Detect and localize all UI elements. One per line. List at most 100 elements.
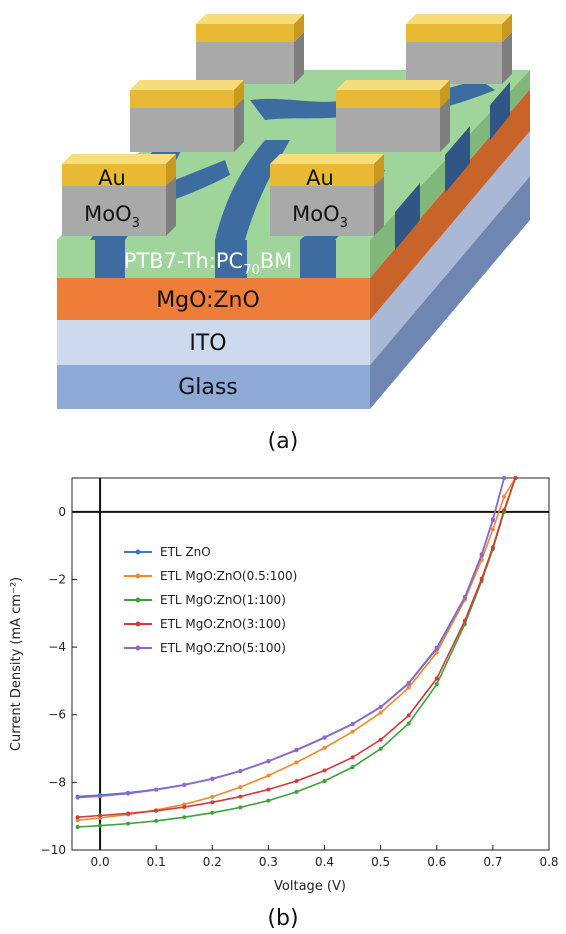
series-point [98,823,103,828]
series-point [490,518,495,523]
electrode-mid-left [130,80,244,152]
series-point [126,821,131,826]
legend-label: ETL MgO:ZnO(5:100) [160,641,286,655]
series-point [294,748,299,753]
series-point [462,596,467,601]
legend-label: ETL ZnO [160,545,211,559]
series-point [294,789,299,794]
x-tick-label: 0.7 [483,855,502,869]
legend-label: ETL MgO:ZnO(0.5:100) [160,569,297,583]
x-tick-label: 0.1 [147,855,166,869]
etl-layer [57,278,370,320]
active-blue-domain [215,240,247,278]
series-point [322,779,327,784]
active-label-sub: 70 [243,263,260,278]
series-point [378,710,383,715]
series-point [479,576,484,581]
x-tick-label: 0.6 [427,855,446,869]
series-point [75,825,80,830]
series-point [210,800,215,805]
active-blue-domain [300,240,336,278]
series-point [322,768,327,773]
moo3-left-base: MoO [84,202,132,226]
legend-label: ETL MgO:ZnO(3:100) [160,617,286,631]
series-line [77,477,517,822]
series-point [154,818,159,823]
y-tick-label: −4 [48,640,66,654]
jv-chart: 0.0 0.1 0.2 0.3 0.4 0.5 0.6 0.7 0.8 0 −2 −4 −6 −8 −10… [9,476,559,894]
electrode-mid-right [336,80,450,152]
electrode-back-left [196,14,304,84]
series-point [75,795,80,800]
series-point [350,755,355,760]
etl-layer-side [370,89,530,320]
series-point [479,553,484,558]
series-point [434,676,439,681]
series-point [210,794,215,799]
series-line [77,477,505,799]
reference-lines [72,478,549,850]
x-axis-label: Voltage (V) [274,879,346,894]
series-point [154,808,159,813]
x-tick-label: 0.4 [315,855,334,869]
series-point [238,794,243,799]
series-point [434,646,439,651]
moo3-left-sub: 3 [132,216,140,231]
series-point [490,527,495,532]
legend-marker [135,597,141,603]
x-tick-label: 0.5 [371,855,390,869]
series-point [490,545,495,550]
caption-b: (b) [267,906,298,931]
active-label-post: BM [260,249,293,273]
au-label-right: Au [306,166,334,190]
series-point [126,791,131,796]
ito-layer [57,320,370,365]
active-label-pre: PTB7-Th:PC [124,249,243,273]
series-point [210,810,215,815]
x-tick-label: 0.0 [91,855,110,869]
series-point [98,813,103,818]
legend-marker [135,621,141,627]
series-point [350,722,355,727]
ito-layer-side [370,131,530,365]
legend-label: ETL MgO:ZnO(1:100) [160,593,286,607]
series-point [182,815,187,820]
series-point [266,787,271,792]
series-point [98,794,103,799]
series-point [266,759,271,764]
series-point [182,783,187,788]
series-point [378,705,383,710]
series-point [266,798,271,803]
series-point [462,618,467,623]
moo3-label-left: MoO3 [84,202,140,231]
moo3-right-base: MoO [292,202,340,226]
active-blue-domain [445,126,470,193]
series-point [378,746,383,751]
series-point [322,735,327,740]
series-line [77,477,505,798]
series-point [502,494,507,499]
series-point [406,685,411,690]
series-point [182,805,187,810]
glass-layer-side [370,176,530,409]
legend-marker [135,645,141,651]
plot-frame [71,477,550,851]
etl-label: MgO:ZnO [156,288,260,313]
series-point [238,805,243,810]
series-point [322,745,327,750]
y-tick-label: −10 [41,843,66,857]
y-tick-label: −6 [48,708,66,722]
y-axis-ticks: 0 −2 −4 −6 −8 −10 [41,505,77,857]
series-point [502,476,507,480]
series-point [513,476,518,480]
series-point [406,681,411,686]
series-point [378,737,383,742]
device-stack: Glass ITO MgO:ZnO PTB7-Th:PC70BM [57,14,530,409]
series-point [434,650,439,655]
series-point [238,769,243,774]
x-tick-label: 0.2 [203,855,222,869]
series-point [350,765,355,770]
y-tick-label: −2 [48,572,66,586]
series-point [406,721,411,726]
active-blue-domain [95,240,125,278]
